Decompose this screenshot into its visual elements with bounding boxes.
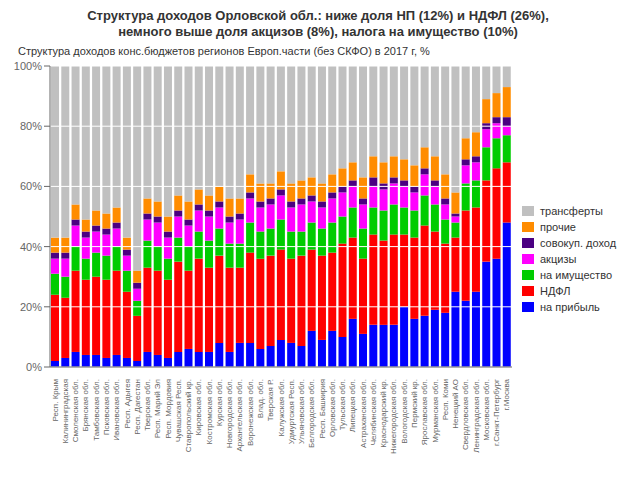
svg-text:Курская обл.: Курская обл. (215, 379, 224, 426)
svg-text:Респ. Мордовия: Респ. Мордовия (164, 379, 173, 439)
svg-text:Ненецкий АО: Ненецкий АО (451, 379, 460, 429)
svg-text:Калужская обл.: Калужская обл. (277, 379, 286, 436)
svg-text:Воронежская обл.: Воронежская обл. (246, 379, 255, 446)
svg-text:Пермский кр.: Пермский кр. (410, 379, 419, 428)
svg-text:г.Москва: г.Москва (502, 378, 511, 410)
svg-text:Брянская обл.: Брянская обл. (81, 379, 90, 432)
svg-text:Костромская обл.: Костромская обл. (205, 379, 214, 444)
html-text:на имущество: на имущество (540, 268, 612, 281)
html-text:совокуп. доход: совокуп. доход (540, 236, 617, 249)
svg-text:Респ. Башкирия: Респ. Башкирия (318, 379, 327, 439)
svg-text:0%: 0% (26, 361, 42, 373)
html-text:акцизы: акцизы (540, 252, 577, 265)
svg-text:Кировская обл.: Кировская обл. (194, 379, 203, 435)
svg-text:Свердловская обл.: Свердловская обл. (461, 379, 470, 450)
svg-text:Челябинская обл.: Челябинская обл. (369, 379, 378, 445)
svg-text:Респ. Дагестан: Респ. Дагестан (133, 379, 142, 435)
svg-text:Липецкая обл.: Липецкая обл. (348, 379, 357, 432)
svg-text:100%: 100% (14, 60, 42, 72)
svg-text:Ульяновская обл.: Ульяновская обл. (297, 379, 306, 444)
svg-text:Калининградская: Калининградская (61, 379, 70, 444)
html-text:Структура доходов конс.бюджето: Структура доходов конс.бюджетов регионов… (18, 45, 430, 57)
svg-text:Смоленская обл.: Смоленская обл. (71, 379, 80, 442)
svg-text:Ленинградская обл.: Ленинградская обл. (472, 379, 481, 453)
svg-text:Тульская обл.: Тульская обл. (338, 379, 347, 430)
html-text:прочие: прочие (540, 220, 576, 233)
svg-text:Краснодарский кр.: Краснодарский кр. (379, 379, 388, 448)
svg-text:20%: 20% (20, 301, 42, 313)
svg-text:Ставропольский кр.: Ставропольский кр. (184, 379, 193, 452)
svg-text:г.Санкт-Петербург: г.Санкт-Петербург (492, 379, 501, 446)
svg-text:80%: 80% (20, 120, 42, 132)
svg-text:Тамбовская обл.: Тамбовская обл. (92, 379, 101, 441)
html-text:трансферты: трансферты (540, 204, 603, 217)
svg-text:Респ. Крым: Респ. Крым (51, 379, 60, 422)
svg-text:Орловская обл.: Орловская обл. (328, 379, 337, 437)
svg-text:Белгородская обл.: Белгородская обл. (307, 379, 316, 448)
html-text:немного выше доля акцизов (8%): немного выше доля акцизов (8%), налога н… (118, 24, 518, 39)
svg-text:Ивановская обл.: Ивановская обл. (112, 379, 121, 441)
svg-text:Влад. обл.: Влад. обл. (256, 379, 265, 418)
svg-text:Респ. Коми: Респ. Коми (441, 379, 450, 420)
svg-text:Московская обл.: Московская обл. (482, 379, 491, 441)
svg-text:Мурманская обл.: Мурманская обл. (431, 379, 440, 443)
html-text:Структура доходов Орловской об: Структура доходов Орловской обл.: ниже д… (87, 8, 549, 23)
svg-text:40%: 40% (20, 241, 42, 253)
svg-text:Тверская обл.: Тверская обл. (143, 379, 152, 431)
svg-text:Респ. Адыгея: Респ. Адыгея (123, 379, 132, 429)
svg-text:Ярославская обл.: Ярославская обл. (420, 379, 429, 445)
html-text:НДФЛ: НДФЛ (540, 284, 571, 297)
html-text:на прибыль: на прибыль (540, 300, 600, 313)
svg-text:Удмуртская Респ.: Удмуртская Респ. (287, 379, 296, 444)
svg-text:Тверская Р.: Тверская Р. (266, 379, 275, 421)
svg-text:Чувашская Респ.: Чувашская Респ. (174, 379, 183, 442)
svg-text:Респ. Марий Эл: Респ. Марий Эл (153, 379, 162, 439)
svg-text:Архангельская обл.: Архангельская обл. (235, 379, 244, 451)
svg-text:Новгородская обл.: Новгородская обл. (225, 379, 234, 448)
svg-text:Псковская обл.: Псковская обл. (102, 379, 111, 435)
svg-text:Астраханская обл.: Астраханская обл. (359, 379, 368, 448)
svg-text:Нижегородская обл.: Нижегородская обл. (389, 379, 398, 454)
svg-text:Вологодская обл.: Вологодская обл. (400, 379, 409, 444)
svg-text:60%: 60% (20, 180, 42, 192)
